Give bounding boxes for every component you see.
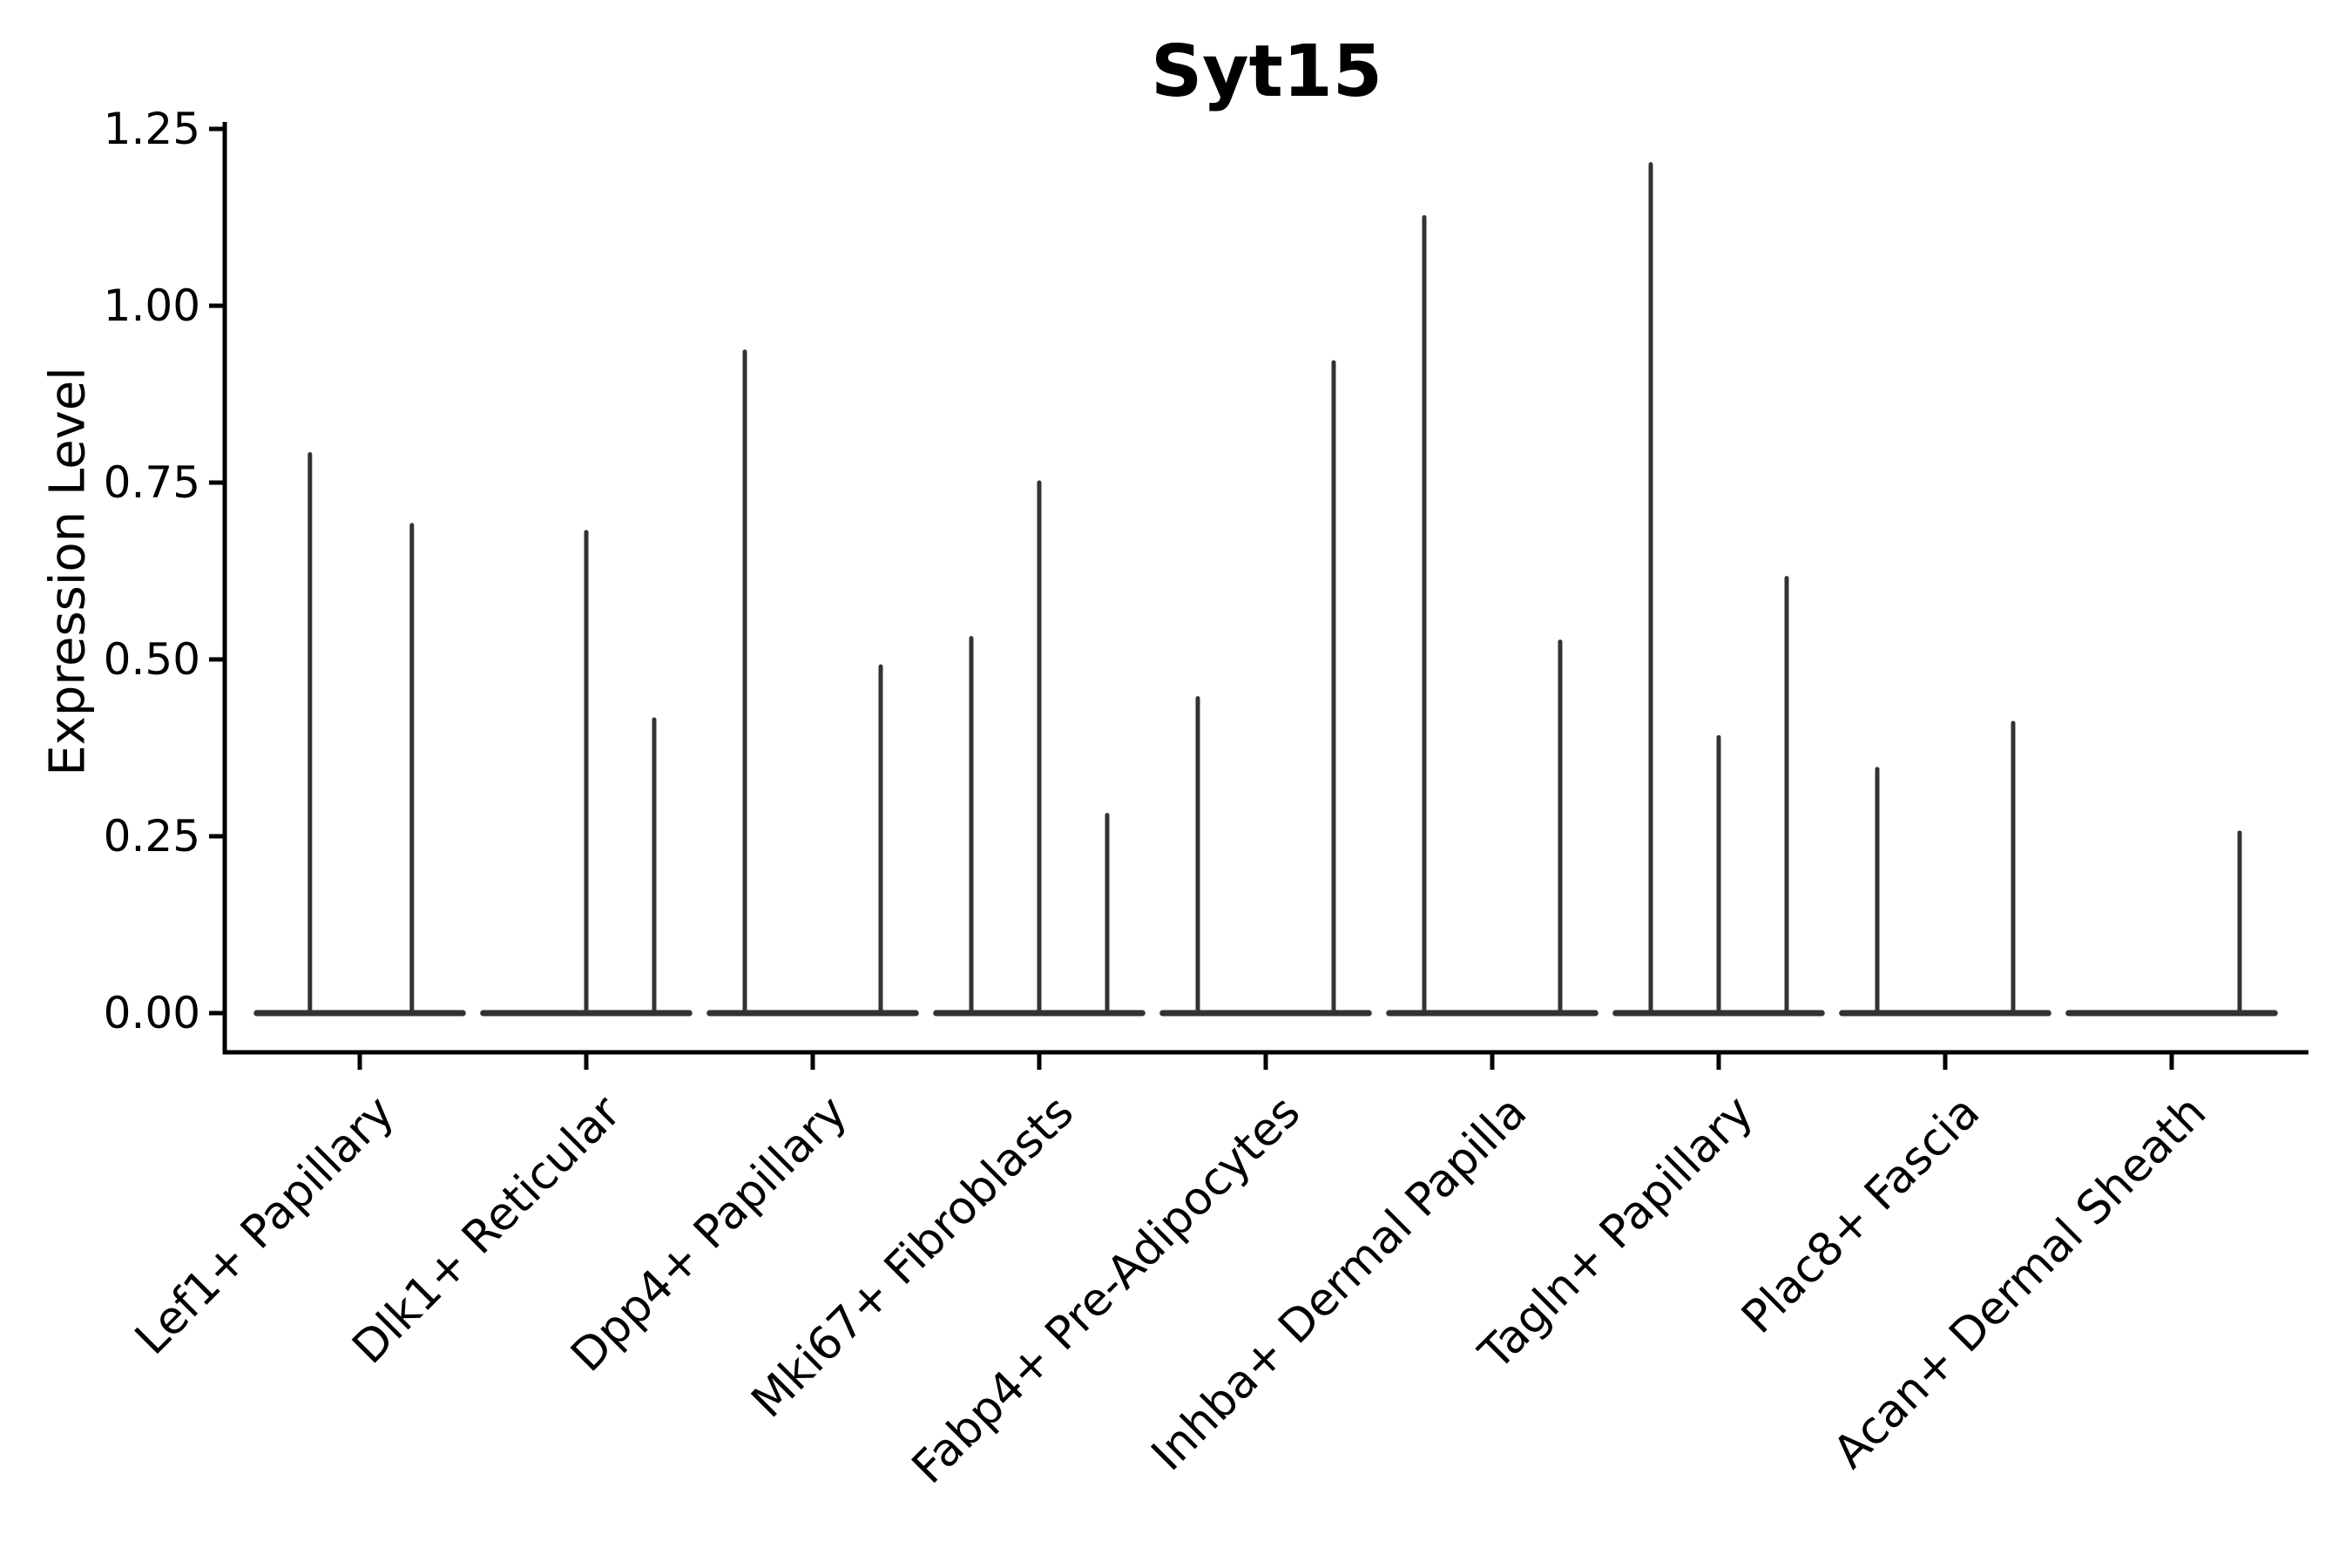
y-tick-label: 1.00 — [104, 280, 200, 331]
chart-title: Syt15 — [1151, 30, 1382, 113]
y-tick-label: 0.00 — [104, 988, 200, 1038]
y-tick-label: 1.25 — [104, 104, 200, 154]
y-tick-label: 0.50 — [104, 634, 200, 685]
y-tick-label: 0.25 — [104, 811, 200, 862]
x-tick-label: Inhba+ Dermal Papilla — [1142, 1086, 1537, 1481]
y-tick-label: 0.75 — [104, 457, 200, 508]
x-tick-label: Plac8+ Fascia — [1732, 1086, 1990, 1344]
x-tick-label: Fabp4+ Pre-Adipocytes — [902, 1086, 1310, 1494]
x-tick-label: Acan+ Dermal Sheath — [1824, 1086, 2217, 1479]
